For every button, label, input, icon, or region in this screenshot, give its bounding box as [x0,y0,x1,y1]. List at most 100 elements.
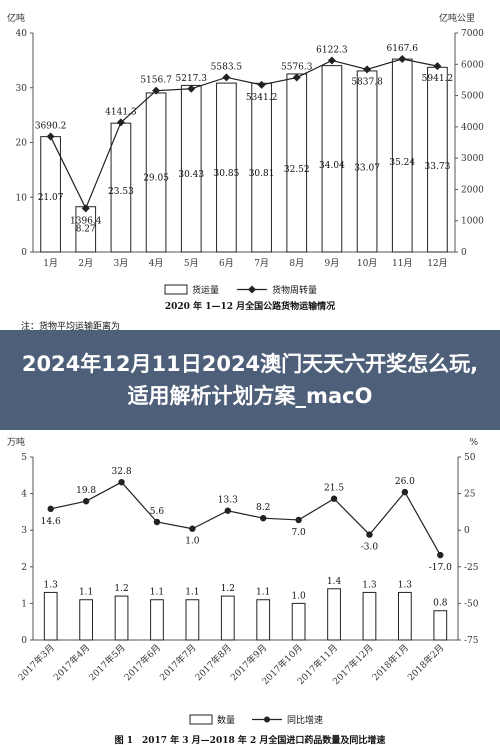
line-series-path [50,481,441,556]
x-tick-label: 2017年7月 [157,642,198,683]
right-tick-label: 5000 [461,92,484,102]
line-value-label: 5583.5 [211,62,243,72]
line-value-label: 1396.4 [70,216,102,226]
line-value-label: 5217.3 [176,74,208,84]
x-tick-label: 12月 [427,258,447,269]
x-tick-label: 2月 [78,258,93,269]
bar [185,599,200,641]
bar-value-label: 1.1 [79,588,93,598]
x-tick-label: 7月 [254,258,269,269]
right-tick-label: -75 [464,636,479,646]
bar-value-label: 23.53 [108,187,134,197]
line-point [292,73,301,82]
bar [79,599,93,641]
x-tick-label: 2017年5月 [86,642,127,683]
left-axis-unit: 万吨 [7,436,25,448]
line-value-label: 1.0 [185,537,200,547]
title-banner: 2024年12月11日2024澳门天天六开奖怎么玩,适用解析计划方案_macO [0,330,500,430]
legend-line-marker [264,716,270,723]
legend-line-label: 同比增速 [287,714,323,726]
right-tick-label: 25 [464,490,476,500]
bar [150,599,164,641]
line-point [224,507,231,514]
line-point [82,498,90,505]
bar-value-label: 1.3 [362,580,377,590]
line-value-label: 5576.3 [281,63,313,73]
line-value-label: 6122.3 [316,45,348,55]
bar-value-label: 0.8 [433,599,448,609]
line-point [187,84,196,93]
legend-bar-swatch [164,284,188,295]
chart-caption: 图 1 2017 年 3 月—2018 年 2 月全国进口药品数量及同比增速 [115,734,386,745]
legend-line-marker [248,285,256,294]
chart-caption: 2020 年 1—12 月全国公路货物运输情况 [165,300,335,312]
right-tick-label: 6000 [461,60,484,70]
bar [251,82,272,253]
line-value-label: 4141.3 [105,107,137,117]
bar [321,65,343,253]
line-point [153,518,161,526]
line-point [401,488,409,496]
line-value-label: 26.0 [395,477,415,487]
bar [427,66,448,253]
line-value-label: 6167.6 [387,44,419,54]
left-tick-label: 3 [21,526,27,536]
bar-value-label: 30.85 [214,169,240,179]
x-tick-label: 5月 [184,258,199,269]
line-point [118,478,125,486]
bar [398,591,412,641]
bar-value-label: 1.1 [185,588,199,598]
right-tick-label: 2000 [461,185,484,195]
bar-value-label: 30.43 [178,170,204,180]
bar [286,73,308,253]
line-point [366,531,373,538]
x-tick-label: 2018年2月 [405,642,446,683]
left-tick-label: 30 [16,84,28,94]
left-axis-unit: 亿吨 [7,12,25,24]
legend-line-label: 货物周转量 [272,284,317,296]
right-tick-label: 0 [464,526,470,536]
bar [391,58,413,253]
left-tick-label: 0 [21,636,27,646]
line-point [81,204,90,213]
x-tick-label: 2017年8月 [192,642,233,683]
line-value-label: 5837.8 [351,77,383,87]
bar [180,84,202,253]
line-value-label: 5.6 [150,507,165,517]
left-tick-label: 0 [21,248,27,258]
line-series-path [50,58,438,210]
line-point [295,516,302,524]
right-tick-label: 50 [464,453,476,463]
bar-value-label: 1.4 [327,577,342,587]
x-tick-label: 3月 [114,258,129,269]
line-point [116,118,125,127]
left-tick-label: 2 [21,563,27,573]
x-tick-label: 2017年6月 [122,642,163,683]
bar [256,599,271,641]
x-tick-label: 4月 [149,258,164,269]
bar [43,591,58,641]
legend-bar-label: 货运量 [192,284,219,296]
right-axis-unit: % [469,438,478,448]
line-point [189,525,196,532]
bar [114,595,129,641]
bar-value-label: 35.24 [389,158,415,168]
line-value-label: 3690.2 [35,122,67,132]
bar-value-label: 1.1 [256,588,270,598]
x-tick-label: 2018年1月 [370,642,411,683]
right-tick-label: 0 [461,248,467,258]
right-axis-unit: 亿吨公里 [439,12,475,24]
line-point [330,495,338,502]
line-value-label: -17.0 [429,563,452,573]
line-value-label: 5341.2 [246,93,278,103]
right-tick-label: -50 [464,599,479,609]
legend-bar-label: 数量 [217,714,235,726]
line-point [257,80,266,89]
bar [327,588,341,641]
x-tick-label: 10月 [357,258,377,269]
bar-value-label: 33.73 [425,162,451,172]
line-point [47,505,54,513]
right-tick-label: -25 [464,563,479,573]
right-tick-label: 4000 [461,123,484,133]
bar-value-label: 1.0 [291,591,306,601]
